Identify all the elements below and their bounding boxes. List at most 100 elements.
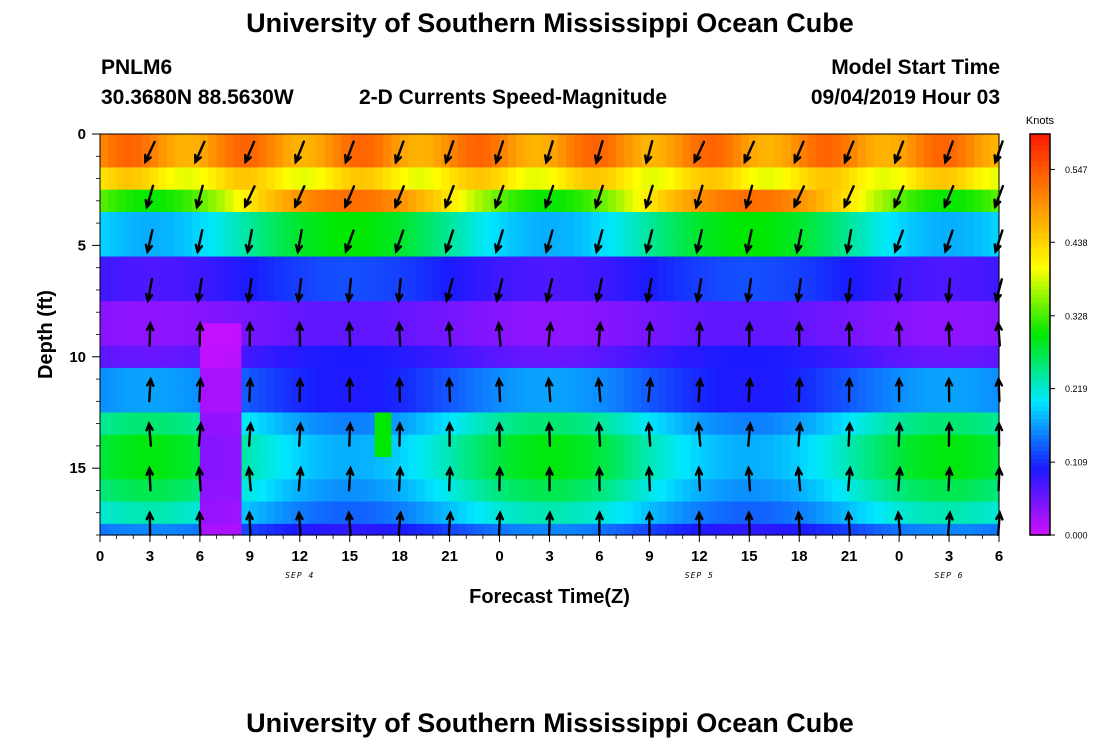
heatmap-cell (141, 345, 151, 369)
heatmap-cell (582, 134, 592, 146)
heatmap-cell (308, 178, 318, 191)
heatmap-cell (258, 390, 268, 414)
heatmap-cell (549, 256, 559, 280)
current-vector-arrow (645, 510, 654, 537)
heatmap-cell (133, 390, 143, 414)
heatmap-cell (574, 189, 584, 213)
current-vector-arrow (195, 320, 205, 347)
heatmap-cell (158, 234, 168, 258)
heatmap-cell (674, 256, 684, 280)
colorbar-cell (1030, 202, 1050, 207)
heatmap-cell (974, 501, 983, 525)
heatmap-cell (391, 134, 401, 146)
y-axis-label: Depth (ft) (35, 290, 57, 379)
heatmap-cell (416, 278, 426, 302)
heatmap-cell (915, 145, 925, 157)
heatmap-cell (141, 501, 151, 525)
heatmap-cell (657, 167, 667, 180)
heatmap-cell (566, 167, 576, 180)
heatmap-cell (174, 434, 184, 458)
current-vector-arrow (545, 510, 554, 537)
heatmap-cell (666, 278, 675, 302)
heatmap-cell (757, 345, 767, 369)
heatmap-cell (499, 479, 509, 503)
heatmap-cell (374, 479, 384, 503)
heatmap-cell (566, 523, 576, 536)
heatmap-cell (341, 501, 351, 525)
heatmap-cell (266, 211, 276, 235)
heatmap-cell (874, 156, 884, 169)
model-start-value: 09/04/2019 Hour 03 (810, 86, 1000, 109)
heatmap-cell (607, 211, 617, 235)
heatmap-cell (840, 345, 850, 369)
heatmap-cell (474, 167, 484, 180)
heatmap-cell (874, 301, 884, 324)
heatmap-cell (158, 256, 168, 280)
heatmap-cell (100, 278, 109, 302)
heatmap-cell (108, 156, 118, 169)
heatmap-cell (849, 501, 859, 525)
heatmap-cell (208, 412, 218, 436)
heatmap-cell (291, 134, 301, 146)
heatmap-cell (249, 301, 259, 324)
heatmap-cell (882, 211, 892, 235)
heatmap-cell (882, 434, 892, 458)
heatmap-cell (849, 167, 859, 180)
heatmap-cell (990, 367, 1000, 391)
heatmap-cell (158, 523, 168, 536)
heatmap-cell (974, 256, 983, 280)
heatmap-cell (907, 412, 917, 436)
heatmap-cell (166, 145, 176, 157)
heatmap-cell (699, 234, 709, 258)
heatmap-cell (607, 167, 617, 180)
heatmap-cell (341, 323, 351, 347)
heatmap-cell (674, 345, 684, 369)
heatmap-cell (949, 167, 958, 180)
heatmap-cell (299, 301, 309, 324)
heatmap-cell (591, 256, 601, 280)
heatmap-cell (516, 367, 526, 391)
heatmap-cell (441, 167, 451, 180)
heatmap-cell (840, 278, 850, 302)
heatmap-cell (807, 167, 817, 180)
heatmap-cell (366, 412, 376, 436)
heatmap-cell (516, 167, 526, 180)
colorbar-cell (1030, 378, 1050, 384)
heatmap-cell (832, 523, 842, 536)
heatmap-cell (391, 479, 401, 503)
heatmap-cell (899, 178, 909, 191)
heatmap-cell (749, 145, 759, 157)
heatmap-cell (407, 234, 417, 258)
heatmap-cell (299, 457, 309, 480)
colorbar-cell (1030, 338, 1050, 344)
heatmap-cell (790, 145, 800, 157)
heatmap-cell (191, 145, 201, 157)
heatmap-cell (516, 345, 526, 369)
heatmap-cell (191, 412, 201, 436)
heatmap-cell (191, 256, 201, 280)
heatmap-cell (815, 256, 825, 280)
heatmap-cell (166, 167, 176, 180)
heatmap-cell (199, 523, 209, 536)
heatmap-cell (732, 256, 742, 280)
heatmap-cell (224, 167, 234, 180)
heatmap-cell (249, 412, 259, 436)
current-vector-arrow (543, 184, 555, 210)
heatmap-cell (116, 211, 126, 235)
heatmap-cell (857, 479, 867, 503)
heatmap-cell (974, 156, 983, 169)
heatmap-cell (358, 390, 367, 414)
current-vector-arrow (895, 465, 904, 492)
heatmap-cell (732, 345, 742, 369)
heatmap-cell (116, 479, 126, 503)
heatmap-cell (957, 234, 967, 258)
heatmap-cell (666, 256, 675, 280)
heatmap-cell (249, 256, 259, 280)
heatmap-cell (266, 189, 276, 213)
heatmap-cell (940, 501, 950, 525)
heatmap-cell (116, 189, 126, 213)
colorbar-cell (1030, 242, 1050, 247)
x-tick-label: 6 (196, 548, 204, 565)
heatmap-cell (266, 278, 276, 302)
heatmap-cell (383, 434, 392, 458)
